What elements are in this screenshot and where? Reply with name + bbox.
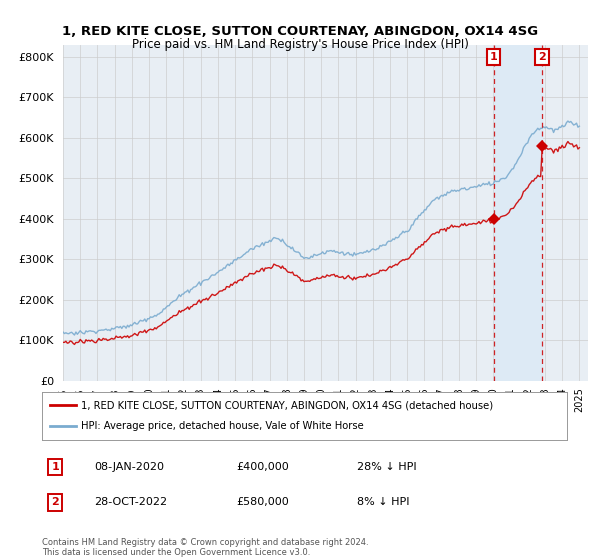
Text: 2: 2 <box>538 52 546 62</box>
Bar <box>494 45 542 381</box>
Text: Contains HM Land Registry data © Crown copyright and database right 2024.
This d: Contains HM Land Registry data © Crown c… <box>42 538 368 557</box>
Text: 1: 1 <box>51 462 59 472</box>
Text: 1, RED KITE CLOSE, SUTTON COURTENAY, ABINGDON, OX14 4SG: 1, RED KITE CLOSE, SUTTON COURTENAY, ABI… <box>62 25 538 38</box>
Text: 28% ↓ HPI: 28% ↓ HPI <box>357 462 416 472</box>
Text: 1, RED KITE CLOSE, SUTTON COURTENAY, ABINGDON, OX14 4SG (detached house): 1, RED KITE CLOSE, SUTTON COURTENAY, ABI… <box>82 400 493 410</box>
Text: 8% ↓ HPI: 8% ↓ HPI <box>357 497 409 507</box>
Text: 08-JAN-2020: 08-JAN-2020 <box>95 462 164 472</box>
Text: £400,000: £400,000 <box>236 462 289 472</box>
Text: 1: 1 <box>490 52 498 62</box>
Text: 2: 2 <box>51 497 59 507</box>
Text: £580,000: £580,000 <box>236 497 289 507</box>
Text: HPI: Average price, detached house, Vale of White Horse: HPI: Average price, detached house, Vale… <box>82 421 364 431</box>
Text: 28-OCT-2022: 28-OCT-2022 <box>95 497 167 507</box>
Text: Price paid vs. HM Land Registry's House Price Index (HPI): Price paid vs. HM Land Registry's House … <box>131 38 469 50</box>
